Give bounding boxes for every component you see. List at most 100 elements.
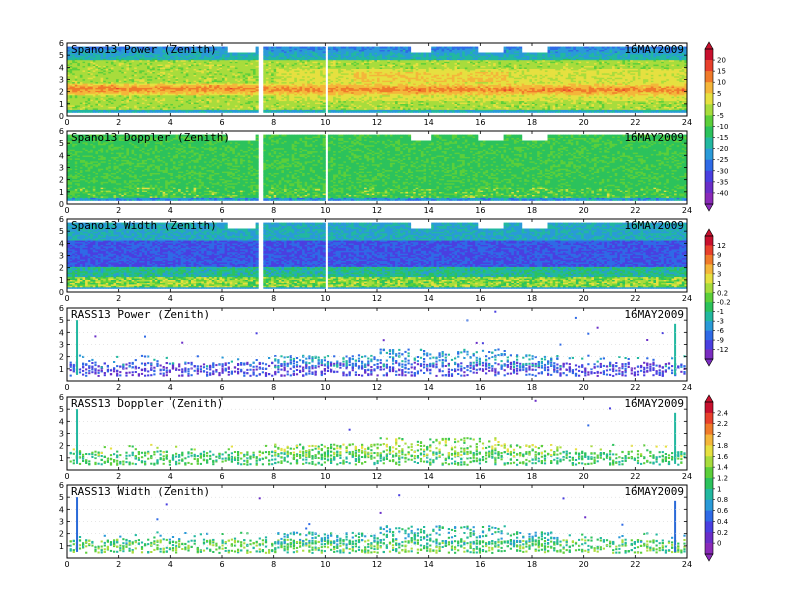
colorbar-tick-label: 6 <box>717 261 722 269</box>
panel-date: 16MAY2009 <box>624 131 684 144</box>
colorbar-tick-label: -35 <box>717 178 728 186</box>
y-tick-label: 6 <box>59 215 64 224</box>
x-tick-label: 14 <box>424 294 434 303</box>
x-tick-label: 4 <box>168 206 173 215</box>
y-tick-label: 4 <box>59 417 64 426</box>
colorbar-swatch <box>705 456 713 467</box>
x-tick-label: 2 <box>116 383 121 392</box>
colorbar-min-arrow <box>705 204 713 211</box>
colorbar-tick-label: 15 <box>717 68 726 76</box>
x-tick-label: 14 <box>424 118 434 127</box>
x-tick-label: 6 <box>219 560 224 569</box>
y-tick-label: 4 <box>59 328 64 337</box>
y-tick-label: 3 <box>59 76 64 85</box>
y-tick-label: 4 <box>59 505 64 514</box>
x-tick-label: 24 <box>682 560 692 569</box>
colorbar-swatch <box>705 511 713 522</box>
colorbar-tick-label: -1 <box>717 308 724 316</box>
x-tick-label: 20 <box>579 206 589 215</box>
x-tick-label: 10 <box>320 206 330 215</box>
x-tick-label: 0 <box>64 560 69 569</box>
colorbar-swatch <box>705 60 713 71</box>
heatmap-cells <box>67 47 688 113</box>
colorbar-swatch <box>705 255 713 265</box>
colorbar-tick-label: 2.2 <box>717 420 728 428</box>
colorbar-swatch <box>705 104 713 115</box>
x-tick-label: 16 <box>475 118 485 127</box>
colorbar-swatch <box>705 543 713 554</box>
colorbar-swatch <box>705 340 713 350</box>
y-tick-label: 5 <box>59 316 64 325</box>
panel-date: 16MAY2009 <box>624 43 684 56</box>
y-tick-label: 5 <box>59 405 64 414</box>
colorbar-tick-label: 1.2 <box>717 475 728 483</box>
heatmap-cells <box>67 135 688 201</box>
y-tick-label: 3 <box>59 430 64 439</box>
x-tick-label: 20 <box>579 472 589 481</box>
colorbar-swatch <box>705 532 713 543</box>
panel-title: RASS13 Power (Zenith) <box>71 308 210 321</box>
colorbar-swatch <box>705 160 713 171</box>
colorbar-swatch <box>705 193 713 204</box>
y-tick-label: 6 <box>59 39 64 48</box>
x-tick-label: 18 <box>527 472 537 481</box>
y-tick-label: 2 <box>59 353 64 362</box>
x-tick-label: 4 <box>168 383 173 392</box>
colorbar-width: 2.42.221.81.61.41.210.80.60.40.20 <box>705 395 729 561</box>
colorbar-tick-label: 3 <box>717 270 721 278</box>
colorbar-swatch <box>705 500 713 511</box>
x-tick-label: 12 <box>372 383 382 392</box>
colorbar-swatch <box>705 350 713 360</box>
colorbar-swatch <box>705 171 713 182</box>
y-tick-label: 5 <box>59 227 64 236</box>
x-tick-label: 0 <box>64 383 69 392</box>
x-tick-label: 20 <box>579 118 589 127</box>
y-tick-label: 4 <box>59 151 64 160</box>
x-tick-label: 10 <box>320 118 330 127</box>
colorbar-tick-label: 0 <box>717 101 721 109</box>
colorbar-swatch <box>705 489 713 500</box>
x-tick-label: 16 <box>475 206 485 215</box>
x-tick-label: 22 <box>630 560 640 569</box>
colorbar-max-arrow <box>705 395 713 402</box>
x-tick-label: 10 <box>320 472 330 481</box>
panel-title: Spano13 Doppler (Zenith) <box>71 131 230 144</box>
x-tick-label: 6 <box>219 118 224 127</box>
colorbar-swatch <box>705 424 713 435</box>
colorbar-swatch <box>705 115 713 126</box>
panel-date: 16MAY2009 <box>624 485 684 498</box>
y-tick-label: 1 <box>59 100 64 109</box>
colorbar-tick-label: 0.6 <box>717 507 729 515</box>
x-tick-label: 18 <box>527 206 537 215</box>
x-tick-label: 12 <box>372 118 382 127</box>
colorbar-tick-label: 1 <box>717 280 721 288</box>
y-tick-label: 3 <box>59 341 64 350</box>
colorbar-tick-label: 0.2 <box>717 529 728 537</box>
colorbar-tick-label: -6 <box>717 327 725 335</box>
x-tick-label: 16 <box>475 294 485 303</box>
colorbar-swatch <box>705 321 713 331</box>
colorbar-swatch <box>705 331 713 341</box>
x-tick-label: 18 <box>527 118 537 127</box>
colorbar-swatch <box>705 413 713 424</box>
y-tick-label: 6 <box>59 304 64 313</box>
x-tick-label: 22 <box>630 383 640 392</box>
colorbar-tick-label: 10 <box>717 79 726 87</box>
colorbar-swatch <box>705 49 713 60</box>
panel-title: RASS13 Width (Zenith) <box>71 485 210 498</box>
x-tick-label: 8 <box>271 294 276 303</box>
x-tick-label: 18 <box>527 560 537 569</box>
panel-date: 16MAY2009 <box>624 308 684 321</box>
x-tick-label: 10 <box>320 383 330 392</box>
x-tick-label: 12 <box>372 472 382 481</box>
colorbar-swatch <box>705 293 713 303</box>
colorbar-swatch <box>705 435 713 446</box>
colorbar-swatch <box>705 182 713 193</box>
panel-date: 16MAY2009 <box>624 397 684 410</box>
colorbar-tick-label: -40 <box>717 189 728 197</box>
x-tick-label: 2 <box>116 294 121 303</box>
